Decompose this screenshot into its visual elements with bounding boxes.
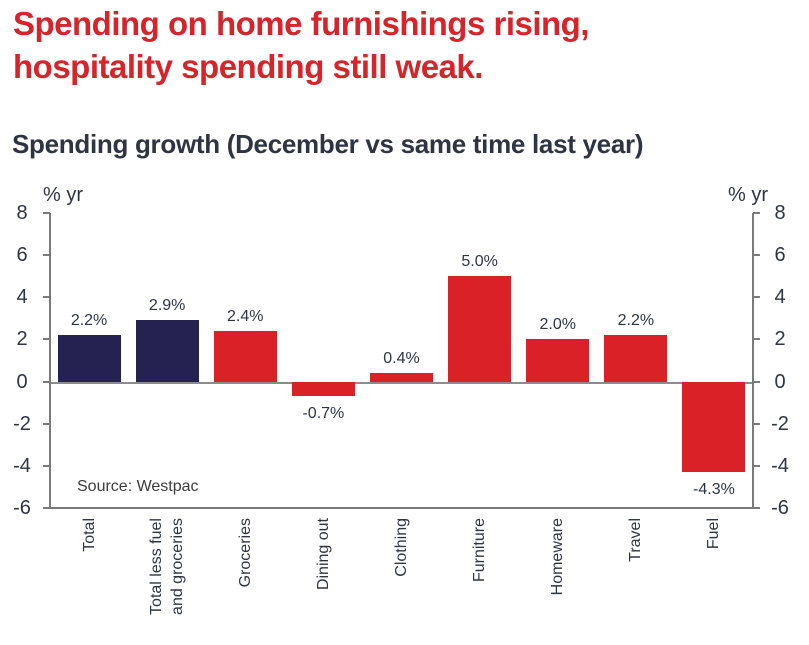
y-axis-tick <box>753 338 760 341</box>
bar-value-label: 0.4% <box>383 350 420 368</box>
x-axis-label: Clothing <box>393 518 410 577</box>
bar-groceries <box>213 331 277 382</box>
y-axis-tick-label: -6 <box>13 497 31 519</box>
bar-value-label: 2.2% <box>617 312 655 330</box>
x-axis-label: Furniture <box>471 518 489 583</box>
y-axis-tick <box>753 380 760 383</box>
bar-travel <box>604 335 668 382</box>
source-note: Source: Westpac <box>77 478 199 495</box>
y-axis-tick-label: 4 <box>16 286 28 309</box>
y-axis-tick-label: 2 <box>774 328 786 351</box>
y-axis-tick <box>43 296 50 299</box>
y-axis-tick <box>43 212 50 214</box>
bar-value-label: 5.0% <box>461 253 498 271</box>
x-axis-label: Dining out <box>314 518 332 591</box>
y-axis-tick-label: -4 <box>771 454 789 477</box>
bar-furniture <box>448 276 512 382</box>
y-axis-tick <box>43 254 50 257</box>
page-title: Spending on home furnishings rising, hos… <box>13 5 590 85</box>
bar-value-label: 2.4% <box>227 308 264 325</box>
y-axis-line-left <box>49 213 51 508</box>
y-axis-tick <box>753 507 760 509</box>
y-axis-tick <box>43 464 50 467</box>
bar-value-label: 2.9% <box>148 297 186 315</box>
bar-total <box>57 335 121 382</box>
y-axis-tick-label: 6 <box>16 244 28 267</box>
bar-value-label: -0.7% <box>302 405 345 423</box>
y-axis-tick <box>43 380 50 383</box>
y-axis-tick-label: 4 <box>774 286 786 309</box>
bar-value-label: -4.3% <box>693 481 735 499</box>
y-axis-tick-label: 0 <box>774 370 786 393</box>
y-axis-tick <box>43 507 50 509</box>
y-axis-tick <box>753 254 760 257</box>
y-axis-tick-label: 6 <box>774 244 786 267</box>
bar-dining-out <box>291 381 355 397</box>
y-axis-tick-label: 8 <box>16 202 28 224</box>
y-axis-tick-label: 2 <box>16 328 28 351</box>
x-axis-label: Groceries <box>236 518 254 588</box>
bar-total-less-fuel <box>135 320 199 382</box>
zero-baseline <box>50 381 753 384</box>
y-axis-tick <box>43 422 50 425</box>
y-axis-unit-right: % yr <box>728 184 768 206</box>
bar-homeware <box>526 339 590 382</box>
x-axis-label: Total less fuel and groceries <box>148 518 187 615</box>
y-axis-tick <box>753 464 760 467</box>
y-axis-tick-label: -2 <box>13 412 31 435</box>
bar-fuel <box>682 381 746 473</box>
y-axis-tick-label: -6 <box>771 497 789 519</box>
y-axis-tick <box>753 422 760 425</box>
y-axis-tick <box>753 212 760 214</box>
y-axis-unit-left: % yr <box>43 184 83 206</box>
y-axis-tick-label: -2 <box>771 412 789 435</box>
chart-title: Spending growth (December vs same time l… <box>12 129 644 159</box>
x-axis-label: Homeware <box>549 518 567 596</box>
x-axis-label: Travel <box>627 518 645 562</box>
y-axis-line-right <box>752 213 754 508</box>
bar-value-label: 2.0% <box>539 316 576 334</box>
bar-clothing <box>370 373 433 382</box>
y-axis-tick-label: 0 <box>16 370 28 393</box>
x-axis-label: Fuel <box>705 518 723 550</box>
y-axis-tick <box>43 338 50 341</box>
bar-value-label: 2.2% <box>70 312 108 330</box>
x-axis-label: Total <box>80 518 98 552</box>
y-axis-tick <box>753 296 760 299</box>
y-axis-tick-label: 8 <box>774 202 786 224</box>
y-axis-tick-label: -4 <box>13 454 31 477</box>
x-axis-bottom-line <box>49 507 754 509</box>
